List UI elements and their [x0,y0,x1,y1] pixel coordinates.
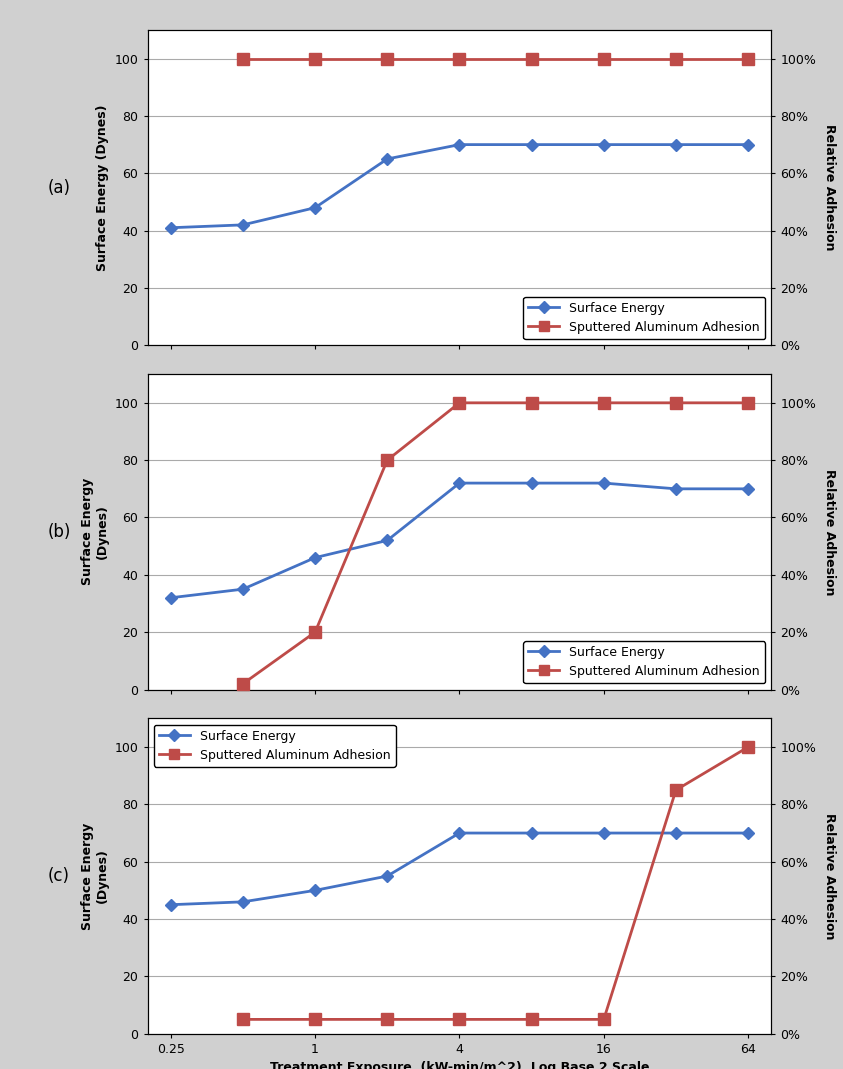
Text: (a): (a) [47,179,71,197]
Legend: Surface Energy, Sputtered Aluminum Adhesion: Surface Energy, Sputtered Aluminum Adhes… [524,641,765,683]
Y-axis label: Surface Energy
(Dynes): Surface Energy (Dynes) [81,478,109,586]
Y-axis label: Relative Adhesion: Relative Adhesion [823,812,835,940]
Text: (b): (b) [47,523,71,541]
X-axis label: Treatment Exposure  (kW-min/m^2), Log Base 2 Scale: Treatment Exposure (kW-min/m^2), Log Bas… [270,1062,649,1069]
Y-axis label: Relative Adhesion: Relative Adhesion [823,124,835,251]
Y-axis label: Relative Adhesion: Relative Adhesion [823,468,835,595]
Y-axis label: Surface Energy (Dynes): Surface Energy (Dynes) [96,105,109,270]
Legend: Surface Energy, Sputtered Aluminum Adhesion: Surface Energy, Sputtered Aluminum Adhes… [524,297,765,339]
Text: (c): (c) [48,867,70,885]
Y-axis label: Surface Energy
(Dynes): Surface Energy (Dynes) [81,822,109,930]
Legend: Surface Energy, Sputtered Aluminum Adhesion: Surface Energy, Sputtered Aluminum Adhes… [153,725,395,766]
